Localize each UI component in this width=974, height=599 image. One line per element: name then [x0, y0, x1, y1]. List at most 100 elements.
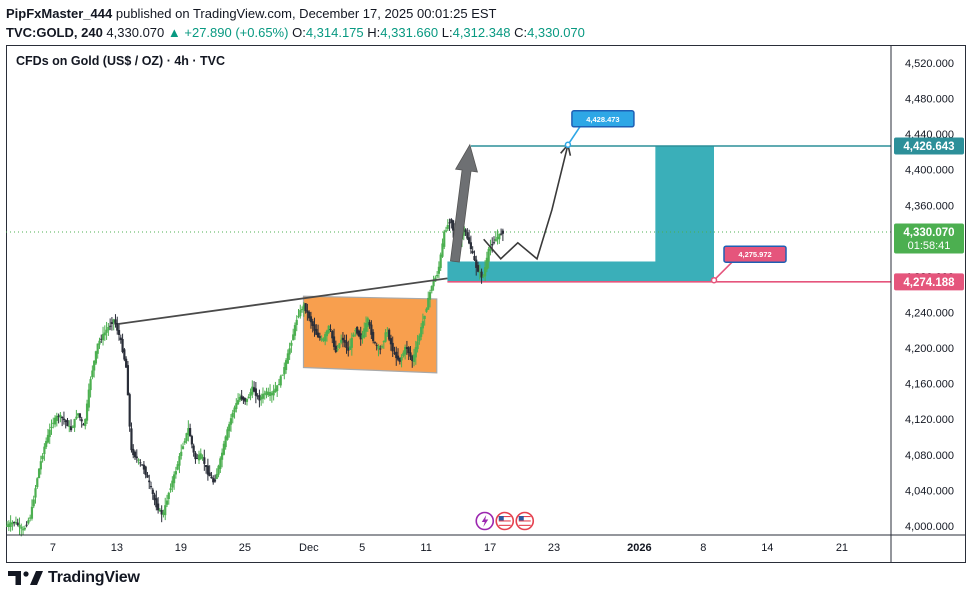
- candle-body: [50, 426, 53, 429]
- stop-tag-text: 4,275.972: [738, 250, 771, 259]
- candle-body: [61, 416, 64, 419]
- candle-body: [146, 475, 149, 478]
- candle-body: [123, 349, 126, 360]
- flag-stripe: [518, 522, 531, 524]
- low-value: 4,312.348: [452, 25, 511, 40]
- candle-body: [498, 233, 501, 240]
- candle-body: [180, 451, 183, 456]
- x-tick-label: 14: [761, 542, 773, 554]
- candle-body: [448, 222, 451, 224]
- flag-stripe: [518, 524, 531, 526]
- candle-body: [205, 465, 208, 467]
- candle-body: [338, 343, 341, 348]
- y-tick-label: 4,360.000: [905, 200, 954, 212]
- candle-body: [160, 509, 163, 515]
- x-tick-label: 7: [50, 542, 56, 554]
- author-name[interactable]: PipFxMaster_444: [6, 6, 113, 21]
- candle-body: [224, 436, 227, 448]
- candle-body: [407, 347, 410, 354]
- candle-body: [283, 367, 286, 375]
- candle-body: [352, 334, 355, 337]
- candle-body: [215, 473, 218, 480]
- candle-body: [11, 522, 14, 525]
- flag-stripe: [518, 520, 531, 522]
- candle-body: [158, 509, 161, 511]
- consolidation-box: [302, 295, 438, 374]
- x-tick-label: 23: [548, 542, 560, 554]
- candle-body: [475, 259, 478, 268]
- candle-body: [164, 505, 167, 516]
- candle-body: [82, 424, 85, 426]
- candle-body: [414, 347, 417, 358]
- candle-body: [416, 341, 419, 350]
- candle-body: [217, 465, 220, 475]
- candle-body: [43, 446, 46, 455]
- candle-body: [402, 352, 405, 357]
- candle-body: [487, 248, 490, 262]
- candle-body: [494, 239, 497, 242]
- high-label: H:: [367, 25, 381, 40]
- close-value: 4,330.070: [527, 25, 585, 40]
- flag-stripe: [518, 516, 531, 518]
- low-label: L:: [441, 25, 453, 40]
- candle-body: [210, 476, 213, 479]
- candle-body: [25, 524, 28, 526]
- candle-body: [228, 424, 231, 432]
- candle-body: [187, 428, 190, 435]
- candle-body: [473, 256, 476, 261]
- candle-body: [288, 348, 291, 355]
- y-tick-label: 4,240.000: [905, 307, 954, 319]
- candle-body: [331, 330, 334, 339]
- target-price-label-badge: [894, 137, 964, 155]
- stop-price-label-badge: [894, 273, 964, 291]
- candle-body: [471, 251, 474, 254]
- candle-body: [252, 387, 256, 392]
- x-tick-label: 17: [484, 542, 496, 554]
- candle-body: [137, 459, 140, 461]
- axes-layer: 4,000.000 4,040.000 4,080.000 4,120.000 4,16…: [6, 45, 966, 563]
- candle-body: [380, 346, 384, 348]
- candle-body: [132, 448, 135, 456]
- tradingview-brand[interactable]: TradingView: [48, 569, 140, 586]
- stop-tag-box: [723, 245, 787, 263]
- zones-layer: [6, 145, 891, 374]
- candle-body: [388, 329, 391, 340]
- candle-body: [405, 347, 409, 349]
- candle-body: [452, 220, 455, 231]
- candle-body: [171, 480, 174, 488]
- candle-body: [501, 230, 504, 234]
- x-tick-label: 11: [420, 542, 431, 554]
- candle-body: [14, 521, 18, 524]
- candle-body: [281, 374, 284, 376]
- candle-body: [423, 315, 426, 319]
- stop-tag-pointer: [713, 261, 733, 281]
- candle-body: [30, 506, 34, 519]
- candle-body: [185, 433, 188, 441]
- candle-body: [236, 400, 240, 405]
- candle-body: [116, 322, 119, 331]
- candle-body: [500, 233, 503, 235]
- candles-layer: [6, 218, 504, 537]
- candle-body: [254, 388, 257, 396]
- entry-zone: [447, 261, 714, 282]
- candle-body: [167, 492, 170, 500]
- candle-body: [48, 429, 51, 438]
- candle-body: [64, 420, 67, 423]
- candle-body: [466, 232, 469, 239]
- candle-body: [68, 425, 71, 427]
- candle-body: [231, 412, 234, 418]
- x-tick-label: 13: [111, 542, 123, 554]
- candle-body: [52, 422, 55, 424]
- candle-body: [155, 498, 158, 508]
- candle-body: [151, 489, 154, 494]
- candle-body: [133, 451, 137, 458]
- candle-body: [347, 347, 350, 351]
- candle-body: [308, 312, 311, 319]
- candle-body: [13, 522, 16, 524]
- target-tag-box: [571, 110, 635, 128]
- candle-body: [109, 325, 112, 327]
- x-tick-label: 5: [359, 542, 365, 554]
- candle-body: [496, 236, 499, 240]
- candle-body: [420, 327, 423, 337]
